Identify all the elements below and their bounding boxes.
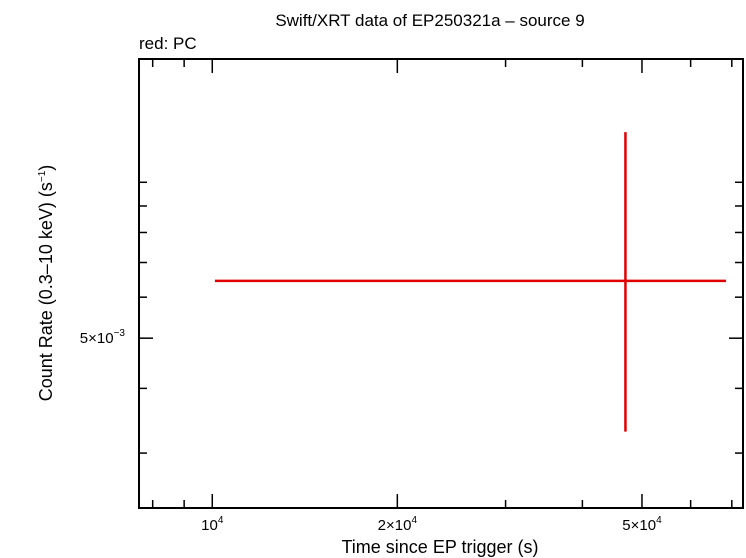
y-tick-label: 5×10−3 xyxy=(80,328,126,347)
y-axis-label-exponent: −1 xyxy=(37,170,48,182)
chart-title: Swift/XRT data of EP250321a – source 9 xyxy=(275,11,584,30)
x-axis-label: Time since EP trigger (s) xyxy=(341,537,538,557)
x-tick-label: 104 xyxy=(201,515,224,534)
chart-subtitle: red: PC xyxy=(139,34,197,53)
plot-frame xyxy=(138,58,744,509)
x-tick-label: 2×104 xyxy=(378,515,418,534)
x-tick-label: 5×104 xyxy=(622,515,662,534)
axis-ticks xyxy=(139,59,743,508)
data-marks xyxy=(214,132,727,432)
y-axis-label-text: Count Rate (0.3–10 keV) (s xyxy=(36,182,56,401)
tick-labels: 104 2×104 5×104 5×10−3 xyxy=(80,328,662,534)
data-point xyxy=(214,132,727,432)
y-axis-label: Count Rate (0.3–10 keV) (s−1) xyxy=(36,165,56,402)
y-axis-label-tail: ) xyxy=(36,165,56,171)
